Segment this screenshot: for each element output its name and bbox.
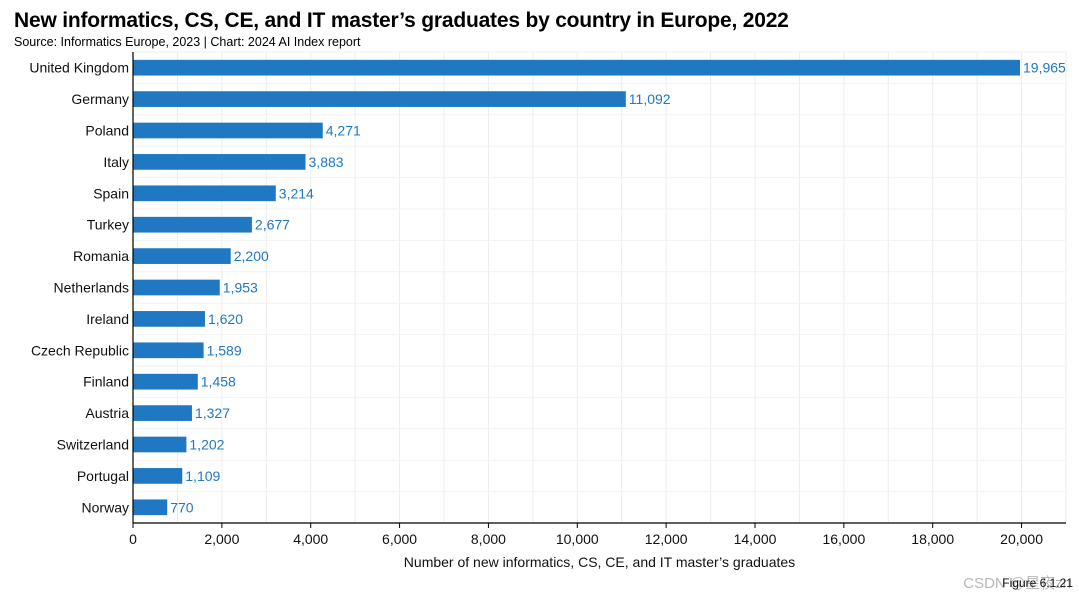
x-axis: 0 2,000 4,000 6,000 8,000 10,000 12,000 14,000 1… <box>129 52 1066 547</box>
value-label: 1,327 <box>195 405 230 421</box>
figure-label: Figure 6.1.21 <box>1002 576 1073 590</box>
x-tick-label: 14,000 <box>734 531 777 547</box>
category-label: Norway <box>82 499 129 515</box>
bar <box>133 436 187 453</box>
x-tick-label: 16,000 <box>822 531 865 547</box>
value-label: 4,271 <box>326 123 361 139</box>
value-label: 19,965 <box>1023 60 1066 76</box>
bar <box>133 248 231 264</box>
bar <box>133 279 220 296</box>
bar <box>133 59 1021 76</box>
bar <box>133 468 183 484</box>
bar <box>133 185 276 202</box>
chart-subtitle: Source: Informatics Europe, 2023 | Chart… <box>14 35 361 49</box>
category-label: Spain <box>93 185 129 201</box>
value-label: 2,200 <box>234 248 269 264</box>
bar <box>133 122 323 139</box>
x-tick-label: 4,000 <box>293 531 328 547</box>
category-label: Turkey <box>87 217 129 233</box>
x-tick-label: 8,000 <box>471 531 506 547</box>
value-label: 1,953 <box>223 280 258 296</box>
category-labels: United Kingdom Germany Poland Italy Spain Tur… <box>29 60 129 516</box>
value-labels: 19,965 11,092 4,271 3,883 3,214 2,677 2,200 1,9… <box>170 60 1066 516</box>
bar <box>133 499 168 516</box>
category-label: Italy <box>103 154 129 170</box>
x-tick-label: 10,000 <box>556 531 599 547</box>
category-label: United Kingdom <box>29 60 129 76</box>
value-label: 1,589 <box>207 342 242 358</box>
bar <box>133 311 205 327</box>
value-label: 1,458 <box>201 374 236 390</box>
bar <box>133 91 626 107</box>
x-axis-title: Number of new informatics, CS, CE, and I… <box>404 554 795 570</box>
category-label: Austria <box>85 405 129 421</box>
value-label: 3,883 <box>309 154 344 170</box>
x-tick-label: 6,000 <box>382 531 417 547</box>
chart-title: New informatics, CS, CE, and IT master’s… <box>14 9 789 32</box>
value-label: 1,202 <box>189 437 224 453</box>
value-label: 1,109 <box>185 468 220 484</box>
category-label: Netherlands <box>54 280 130 296</box>
category-label: Czech Republic <box>31 342 129 358</box>
x-tick-label: 18,000 <box>911 531 954 547</box>
category-label: Ireland <box>86 311 129 327</box>
category-label: Romania <box>73 248 129 264</box>
value-label: 1,620 <box>208 311 243 327</box>
bar <box>133 405 192 421</box>
gridlines <box>133 51 1067 524</box>
value-label: 11,092 <box>629 91 671 107</box>
category-label: Finland <box>83 374 129 390</box>
x-tick-label: 0 <box>129 531 137 547</box>
bars <box>133 59 1021 516</box>
value-label: 3,214 <box>279 185 314 201</box>
bar <box>133 154 306 170</box>
value-label: 2,677 <box>255 217 290 233</box>
category-label: Portugal <box>77 468 129 484</box>
x-tick-label: 12,000 <box>645 531 688 547</box>
x-tick-label: 2,000 <box>204 531 239 547</box>
value-label: 770 <box>170 499 194 515</box>
bar <box>133 342 204 359</box>
category-label: Switzerland <box>57 437 129 453</box>
bar <box>133 373 198 390</box>
x-tick-label: 20,000 <box>1000 531 1043 547</box>
watermark: CSDN @星夜zn <box>963 575 1071 592</box>
bar <box>133 216 252 233</box>
category-label: Poland <box>85 123 129 139</box>
category-label: Germany <box>71 91 129 107</box>
